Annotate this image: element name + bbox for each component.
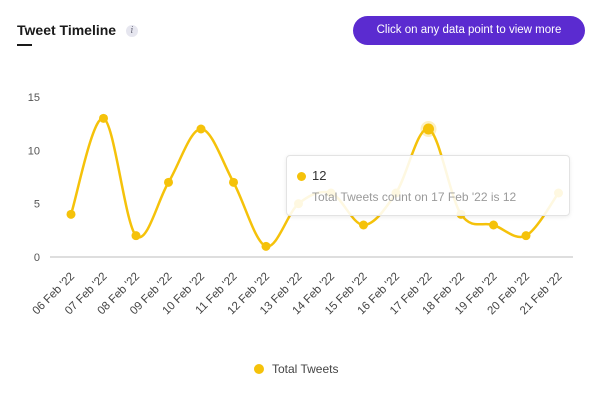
data-point[interactable] [423, 123, 434, 135]
info-icon[interactable]: i [126, 25, 138, 37]
tooltip-description: Total Tweets count on 17 Feb '22 is 12 [312, 190, 517, 204]
tooltip-value: 12 [312, 168, 327, 183]
data-point[interactable] [489, 220, 498, 230]
data-point[interactable] [131, 231, 141, 241]
data-point[interactable] [99, 113, 108, 123]
y-tick-label: 15 [28, 92, 40, 104]
data-point[interactable] [229, 177, 238, 187]
y-tick-label: 5 [34, 199, 40, 211]
data-point[interactable] [359, 220, 368, 230]
data-point[interactable] [521, 231, 531, 241]
data-point[interactable] [66, 209, 76, 219]
data-point[interactable] [164, 177, 173, 187]
y-axis: 0 5 10 15 [28, 92, 40, 264]
y-tick-label: 0 [34, 252, 40, 264]
data-point[interactable] [196, 124, 206, 134]
chart-legend[interactable]: Total Tweets [254, 361, 338, 377]
data-tooltip: 12 Total Tweets count on 17 Feb '22 is 1… [286, 155, 570, 216]
title-underline [17, 44, 32, 46]
chart-title: Tweet Timeline [17, 22, 117, 38]
legend-label: Total Tweets [272, 362, 339, 376]
view-more-button[interactable]: Click on any data point to view more [353, 16, 585, 45]
y-tick-label: 10 [28, 145, 40, 157]
data-point[interactable] [261, 241, 271, 251]
tooltip-series-marker [297, 172, 306, 181]
legend-marker [254, 364, 264, 374]
